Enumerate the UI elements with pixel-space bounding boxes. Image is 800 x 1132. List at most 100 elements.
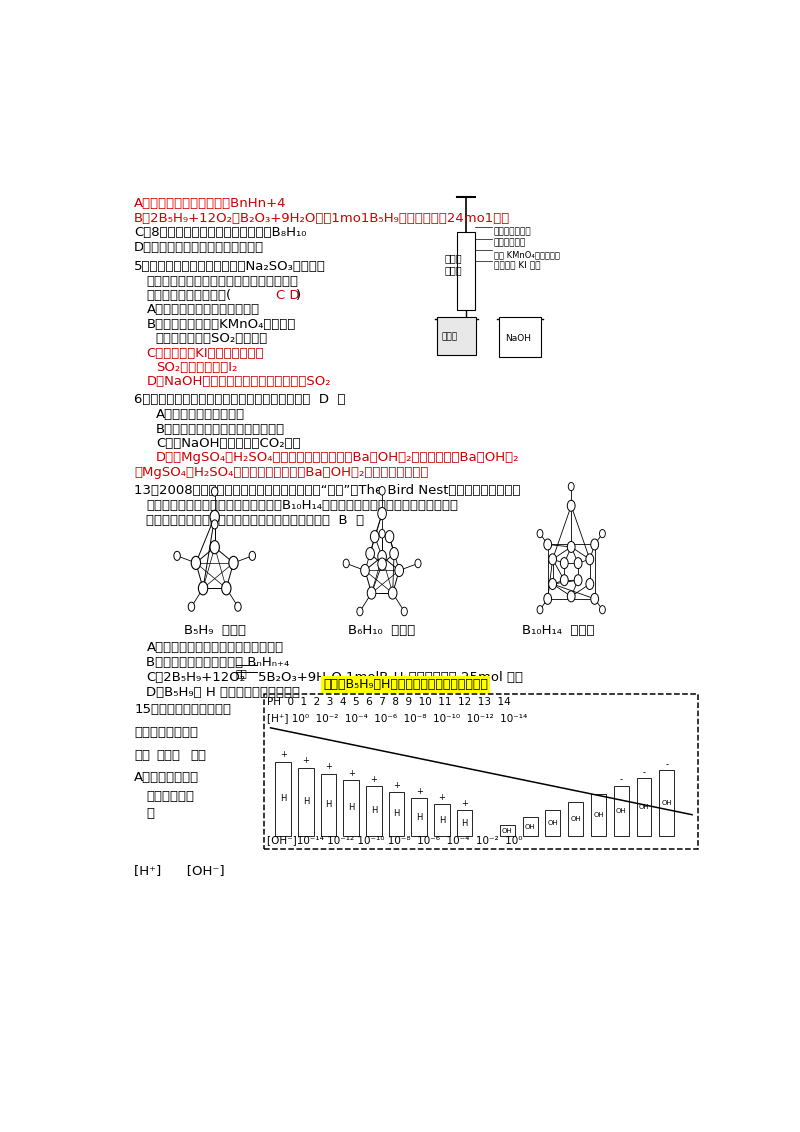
Text: 5．如图，在注射器中加入少量Na₂SO₃晶体，并: 5．如图，在注射器中加入少量Na₂SO₃晶体，并 (134, 260, 326, 274)
Circle shape (210, 541, 219, 554)
Text: C．2B₅H₉+12O₂: C．2B₅H₉+12O₂ (146, 671, 246, 684)
Text: D．向MgSO₄、H₂SO₄的混合液中加入过量的Ba（OH）₂溶液（解析：Ba（OH）₂: D．向MgSO₄、H₂SO₄的混合液中加入过量的Ba（OH）₂溶液（解析：Ba（… (156, 452, 519, 464)
Bar (321, 774, 336, 835)
Bar (591, 794, 606, 835)
Circle shape (378, 550, 386, 563)
Text: 5B₂O₃+9H₂O,1molB₅H₉完全燃烧转移 25mol 电子: 5B₂O₃+9H₂O,1molB₅H₉完全燃烧转移 25mol 电子 (258, 671, 523, 684)
FancyBboxPatch shape (264, 694, 698, 849)
Text: OH: OH (525, 824, 535, 830)
Circle shape (567, 500, 575, 512)
Text: B₆H₁₀  六硼烷: B₆H₁₀ 六硼烷 (348, 624, 415, 637)
Text: 氢气和硼酸。下图是三种果式硼烷，有关说法正确（  B  ）: 氢气和硼酸。下图是三种果式硼烷，有关说法正确（ B ） (146, 514, 365, 528)
Text: C．8个硼原子的果式硼烷化学式应为B₈H₁₀: C．8个硼原子的果式硼烷化学式应为B₈H₁₀ (134, 226, 306, 240)
Bar (457, 232, 475, 310)
Bar (343, 780, 359, 835)
Bar (411, 798, 427, 835)
Circle shape (549, 578, 557, 590)
Bar (457, 811, 472, 835)
Text: 中: 中 (146, 807, 154, 820)
Text: B₅H₉  五硼烷: B₅H₉ 五硼烷 (184, 624, 246, 637)
Text: ): ) (296, 290, 301, 302)
Circle shape (211, 487, 218, 496)
Text: 6．下列反应所得溶液中一定只含一种溶质的是（  D  ）: 6．下列反应所得溶液中一定只含一种溶质的是（ D ） (134, 393, 346, 406)
Circle shape (560, 575, 568, 585)
Circle shape (599, 606, 606, 614)
Circle shape (191, 556, 201, 569)
Bar (659, 771, 674, 835)
Text: OH: OH (570, 816, 581, 822)
Circle shape (537, 606, 543, 614)
Text: NaOH: NaOH (505, 334, 531, 343)
Bar (434, 805, 450, 835)
Circle shape (544, 593, 552, 604)
Text: +: + (393, 781, 400, 790)
Circle shape (174, 551, 180, 560)
Circle shape (234, 602, 241, 611)
Text: 的是: 的是 (190, 748, 206, 762)
Circle shape (537, 530, 543, 538)
Text: -: - (620, 775, 622, 784)
Circle shape (211, 520, 218, 529)
Circle shape (378, 558, 386, 571)
Bar (500, 825, 514, 835)
Text: B．这类果式硼烷的通式是 BₙHₙ₊₄: B．这类果式硼烷的通式是 BₙHₙ₊₄ (146, 657, 290, 669)
Text: 其中: 其中 (134, 748, 150, 762)
Circle shape (574, 558, 582, 568)
Text: +: + (461, 799, 468, 808)
Text: H: H (348, 804, 354, 813)
Text: 亚硫酸: 亚硫酸 (444, 254, 462, 264)
Text: -: - (642, 767, 646, 777)
Text: PH  0  1  2  3  4  5  6  7  8  9  10  11  12  13  14: PH 0 1 2 3 4 5 6 7 8 9 10 11 12 13 14 (267, 697, 511, 708)
Text: OH: OH (662, 800, 672, 806)
Text: +: + (416, 787, 422, 796)
Bar (298, 767, 314, 835)
Text: +: + (370, 774, 378, 783)
Text: 论何种水溶液: 论何种水溶液 (146, 790, 194, 803)
Text: [H⁺] 10⁰  10⁻²  10⁻⁴  10⁻⁶  10⁻⁸  10⁻¹⁰  10⁻¹²  10⁻¹⁴: [H⁺] 10⁰ 10⁻² 10⁻⁴ 10⁻⁶ 10⁻⁸ 10⁻¹⁰ 10⁻¹²… (267, 713, 528, 723)
Text: B．向氯化铝溶液中加入过量的氨水: B．向氯化铝溶液中加入过量的氨水 (156, 422, 285, 436)
Text: 有以下几种叙述，: 有以下几种叙述， (134, 726, 198, 739)
Text: [OH⁻]10⁻¹⁴ 10⁻¹² 10⁻¹⁰ 10⁻⁸  10⁻⁶  10⁻⁴  10⁻²  10⁰: [OH⁻]10⁻¹⁴ 10⁻¹² 10⁻¹⁰ 10⁻⁸ 10⁻⁶ 10⁻⁴ 10… (267, 835, 523, 844)
Text: C．向NaOH溶液中通入CO₂气体: C．向NaOH溶液中通入CO₂气体 (156, 437, 301, 449)
Text: C D: C D (276, 290, 300, 302)
Text: 湿润品红试纸: 湿润品红试纸 (494, 239, 526, 248)
Circle shape (599, 530, 606, 538)
Text: 13．2008年北京奥运会在主体育场的外形好似“鸟巢”（The Bird Nest）。有一类硼烷也好: 13．2008年北京奥运会在主体育场的外形好似“鸟巢”（The Bird Nes… (134, 484, 521, 497)
Circle shape (574, 575, 582, 585)
Circle shape (567, 541, 575, 552)
Text: OH: OH (593, 812, 604, 817)
Circle shape (560, 558, 568, 568)
Text: +: + (302, 756, 310, 765)
Text: 似鸟巢，故称为果式硼烷。果式硼烷除B₁₀H₁₄不与水反应外，其余均易与水反应生成: 似鸟巢，故称为果式硼烷。果式硼烷除B₁₀H₁₄不与水反应外，其余均易与水反应生成 (146, 499, 458, 513)
Text: 沾有 KMnO₄溶液的滤纸: 沾有 KMnO₄溶液的滤纸 (494, 250, 559, 259)
Text: OH: OH (502, 827, 513, 833)
Circle shape (549, 554, 557, 565)
Circle shape (249, 551, 255, 560)
Text: （注意B₅H₉中H原子的成键方式是不相同的）: （注意B₅H₉中H原子的成键方式是不相同的） (323, 678, 488, 691)
Text: SO₂的氧化性弱于I₂: SO₂的氧化性弱于I₂ (156, 361, 237, 374)
Text: 点燃: 点燃 (236, 668, 247, 678)
Text: 均褪色都能证明SO₂的漂白性: 均褪色都能证明SO₂的漂白性 (156, 332, 268, 345)
Text: OH: OH (547, 820, 558, 825)
Circle shape (388, 588, 397, 599)
Text: A．蓝色石蕊试纸先变红后褪色: A．蓝色石蕊试纸先变红后褪色 (146, 303, 260, 316)
Circle shape (390, 548, 398, 559)
Text: H: H (438, 815, 445, 824)
Text: B₁₀H₁₄  十硼烷: B₁₀H₁₄ 十硼烷 (522, 624, 594, 637)
Text: OH: OH (616, 808, 626, 814)
Text: 钠品体: 钠品体 (444, 265, 462, 275)
Text: 与MgSO₄、H₂SO₄反应生成沉淀，剩余Ba（OH）₂为该溶液的溶质）: 与MgSO₄、H₂SO₄反应生成沉淀，剩余Ba（OH）₂为该溶液的溶质） (134, 466, 429, 479)
Circle shape (210, 511, 219, 523)
Circle shape (343, 559, 350, 568)
Circle shape (379, 487, 385, 495)
Text: B．品红试纸、沾有KMnO₄溶液滤纸: B．品红试纸、沾有KMnO₄溶液滤纸 (146, 318, 296, 331)
Text: -: - (666, 760, 668, 769)
Bar (614, 786, 629, 835)
Text: +: + (348, 769, 354, 778)
Text: +: + (280, 751, 286, 760)
Bar (275, 762, 291, 835)
Circle shape (222, 582, 231, 595)
Circle shape (586, 554, 594, 565)
Bar (389, 792, 404, 835)
Text: A．该温度下，不: A．该温度下，不 (134, 771, 199, 784)
